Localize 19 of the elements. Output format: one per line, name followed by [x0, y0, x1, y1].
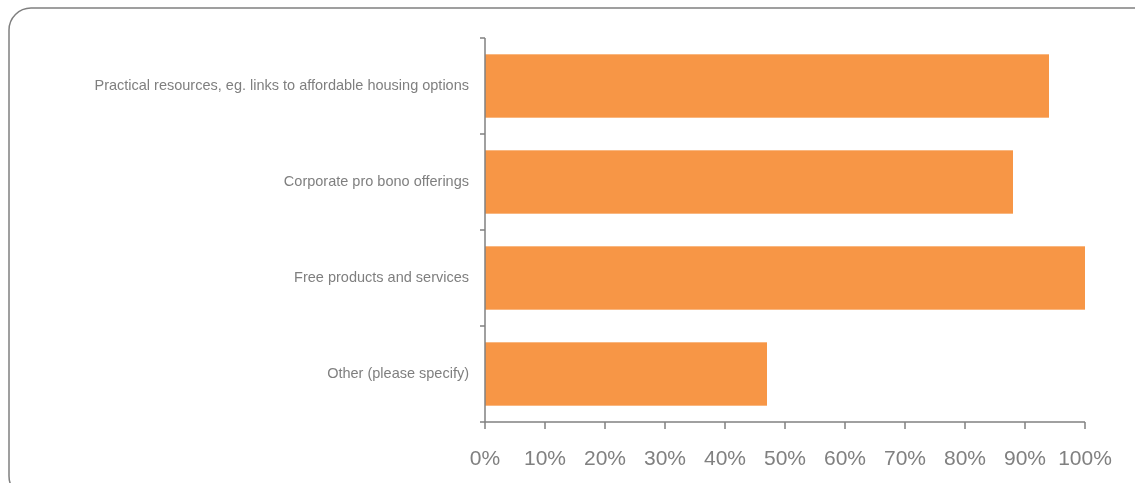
- bar: [485, 54, 1049, 118]
- x-tick-label: 100%: [1058, 446, 1112, 469]
- x-tick-label: 70%: [883, 446, 927, 469]
- x-tick-label: 20%: [583, 446, 627, 469]
- x-tick-label: 0%: [469, 446, 501, 469]
- x-tick-label: 30%: [643, 446, 687, 469]
- x-tick-label: 50%: [763, 446, 807, 469]
- y-tick-label: Free products and services: [294, 268, 469, 285]
- x-tick-label: 90%: [1003, 446, 1047, 469]
- bar: [485, 246, 1085, 310]
- x-tick-label: 10%: [523, 446, 567, 469]
- x-tick-label: 60%: [823, 446, 867, 469]
- x-tick-label: 40%: [703, 446, 747, 469]
- bar: [485, 150, 1013, 214]
- x-tick-label: 80%: [943, 446, 987, 469]
- bar: [485, 342, 767, 406]
- y-tick-label: Practical resources, eg. links to affordable housing options: [94, 76, 469, 93]
- y-tick-label: Other (please specify): [327, 364, 469, 381]
- y-tick-label: Corporate pro bono offerings: [283, 172, 469, 189]
